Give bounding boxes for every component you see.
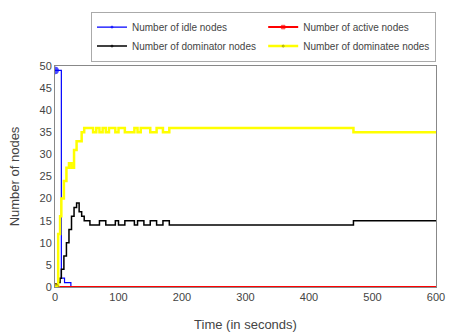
svg-text:50: 50: [40, 60, 52, 72]
svg-text:5: 5: [46, 259, 52, 271]
svg-text:300: 300: [236, 291, 254, 303]
svg-text:10: 10: [40, 237, 52, 249]
svg-text:400: 400: [300, 291, 318, 303]
svg-text:15: 15: [40, 215, 52, 227]
svg-text:600: 600: [427, 291, 445, 303]
svg-text:100: 100: [109, 291, 127, 303]
svg-text:Time (in seconds): Time (in seconds): [194, 317, 297, 332]
svg-text:Number of dominator nodes: Number of dominator nodes: [132, 41, 256, 52]
svg-text:500: 500: [363, 291, 381, 303]
svg-text:25: 25: [40, 170, 52, 182]
svg-text:20: 20: [40, 192, 52, 204]
svg-text:45: 45: [40, 82, 52, 94]
svg-text:Number of dominatee nodes: Number of dominatee nodes: [303, 41, 429, 52]
svg-text:40: 40: [40, 104, 52, 116]
svg-text:0: 0: [46, 281, 52, 293]
svg-text:0: 0: [52, 291, 58, 303]
svg-text:Number of idle nodes: Number of idle nodes: [132, 22, 227, 33]
svg-text:200: 200: [173, 291, 191, 303]
svg-text:35: 35: [40, 126, 52, 138]
svg-text:30: 30: [40, 148, 52, 160]
svg-text:Number of nodes: Number of nodes: [7, 126, 22, 226]
svg-text:Number of active nodes: Number of active nodes: [303, 22, 409, 33]
